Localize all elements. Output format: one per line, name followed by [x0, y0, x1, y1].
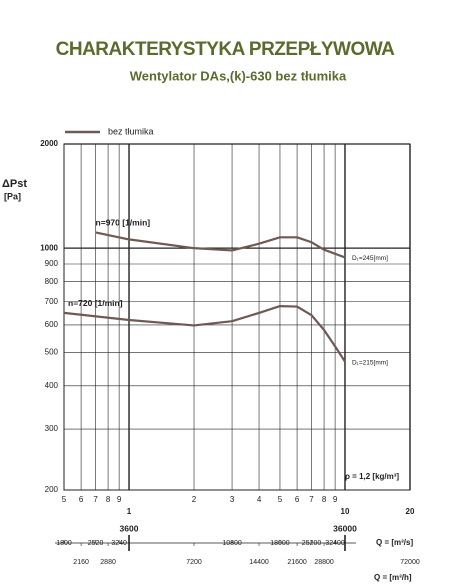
series-line [63, 305, 346, 363]
q-tick-label: 72000 [400, 559, 420, 566]
series-line [95, 231, 346, 259]
series-end-label: D₁=215[mm] [352, 359, 388, 366]
series-label: n=970 [1/min] [96, 218, 151, 228]
x-tick-label: 2 [192, 495, 197, 504]
y-tick-label: 500 [45, 347, 59, 356]
y-tick-label: 900 [45, 259, 59, 268]
x-tick-label: 7 [93, 495, 98, 504]
q-tick-label: 32400 [325, 540, 345, 547]
chart-subtitle: Wentylator DAs,(k)-630 bez tłumika [130, 68, 347, 83]
y-axis-label: ΔPst [2, 178, 27, 190]
x-tick-label: 10 [341, 507, 350, 516]
q-tick-label: 28800 [314, 559, 334, 566]
x-tick-label: 5 [62, 495, 67, 504]
y-tick-label: 200 [45, 485, 59, 494]
x-tick-label: 6 [295, 495, 300, 504]
q-tick-label: 2880 [100, 559, 116, 566]
q-major-label: 36000 [333, 523, 357, 533]
q-tick-label: 7200 [186, 559, 202, 566]
q-tick-label: 2520 [88, 540, 104, 547]
q-tick-label: 21600 [287, 559, 307, 566]
y-tick-label: 700 [45, 297, 59, 306]
y-tick-label: 2000 [40, 139, 58, 148]
y-tick-label: 400 [45, 381, 59, 390]
x-tick-label: 20 [406, 507, 415, 516]
x-tick-label: 1 [127, 507, 132, 516]
x-tick-label: 8 [322, 495, 327, 504]
q-tick-label: 14400 [249, 559, 269, 566]
y-tick-label: 800 [45, 277, 59, 286]
x-tick-label: 9 [333, 495, 338, 504]
legend-label: bez tłumika [108, 126, 154, 136]
x-tick-label: 8 [106, 495, 111, 504]
q-axis-label: Q = [m³/s] [376, 538, 413, 547]
q-tick-label: 10800 [222, 540, 242, 547]
x-tick-label: 3 [230, 495, 235, 504]
chart-title: CHARAKTERYSTYKA PRZEPŁYWOWA [56, 39, 395, 60]
q-tick-label: 18000 [270, 540, 290, 547]
y-tick-label: 1000 [40, 243, 58, 252]
density-label: ρ = 1,2 [kg/m³] [345, 472, 399, 481]
series-label: n=720 [1/min] [68, 298, 123, 308]
plot-frame [63, 143, 411, 491]
q-tick-label: 25200 [302, 540, 322, 547]
x-tick-label: 5 [278, 495, 283, 504]
q-axis-label: Q = [m³/h] [374, 573, 412, 582]
y-tick-label: 600 [45, 320, 59, 329]
x-tick-label: 9 [117, 495, 122, 504]
x-tick-label: 7 [309, 495, 314, 504]
q-tick-label: 2160 [73, 559, 89, 566]
x-tick-label: 6 [79, 495, 84, 504]
q-major-label: 3600 [120, 523, 139, 533]
y-tick-label: 300 [45, 424, 59, 433]
q-tick-label: 1800 [56, 540, 72, 547]
x-tick-label: 4 [257, 495, 262, 504]
series-end-label: D₁=245[mm] [352, 255, 388, 262]
y-axis-unit: [Pa] [4, 191, 21, 201]
q-tick-label: 3240 [111, 540, 127, 547]
